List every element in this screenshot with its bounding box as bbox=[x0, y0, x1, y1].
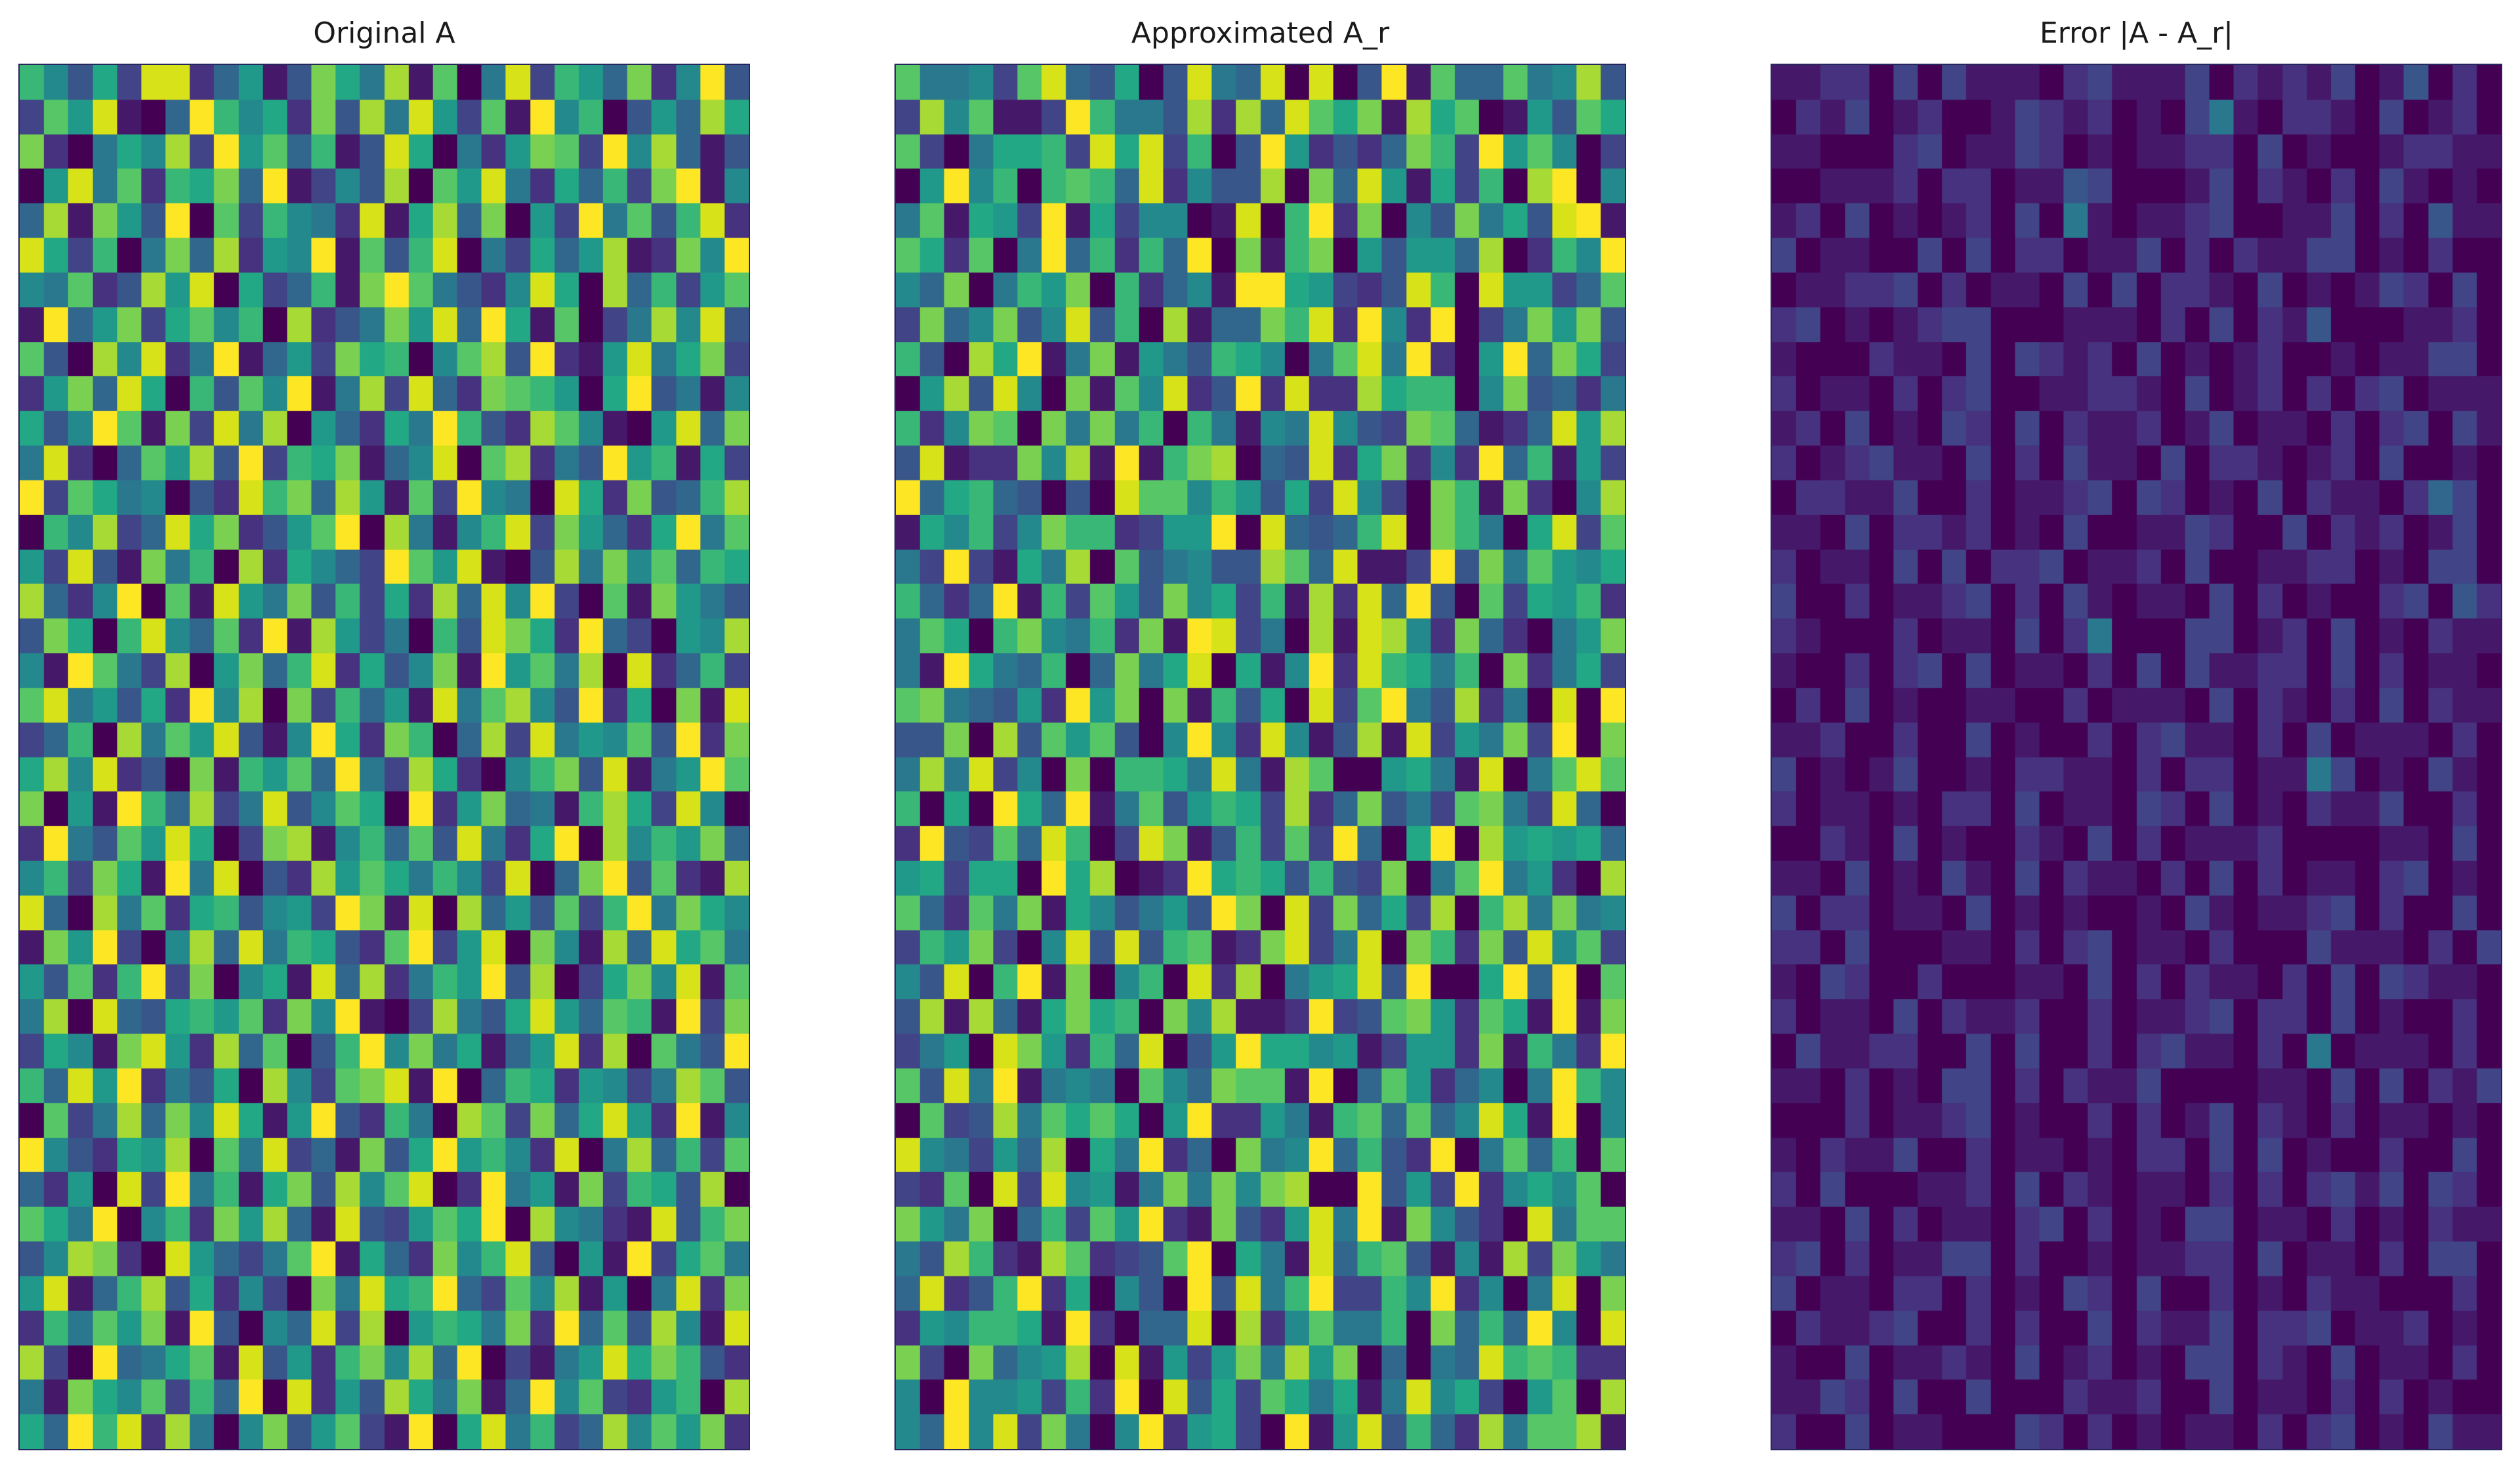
panel-title-original-a: Original A bbox=[313, 16, 455, 50]
heatmap-original-a-canvas bbox=[20, 65, 749, 1449]
heatmap-original-a bbox=[18, 64, 750, 1450]
heatmap-error-canvas bbox=[1772, 65, 2501, 1449]
heatmap-error bbox=[1771, 64, 2502, 1450]
panel-title-approximated-ar: Approximated A_r bbox=[1131, 16, 1390, 50]
heatmap-approximated-ar-canvas bbox=[896, 65, 1625, 1449]
panel-title-error: Error |A - A_r| bbox=[2039, 16, 2234, 50]
heatmap-approximated-ar bbox=[894, 64, 1626, 1450]
